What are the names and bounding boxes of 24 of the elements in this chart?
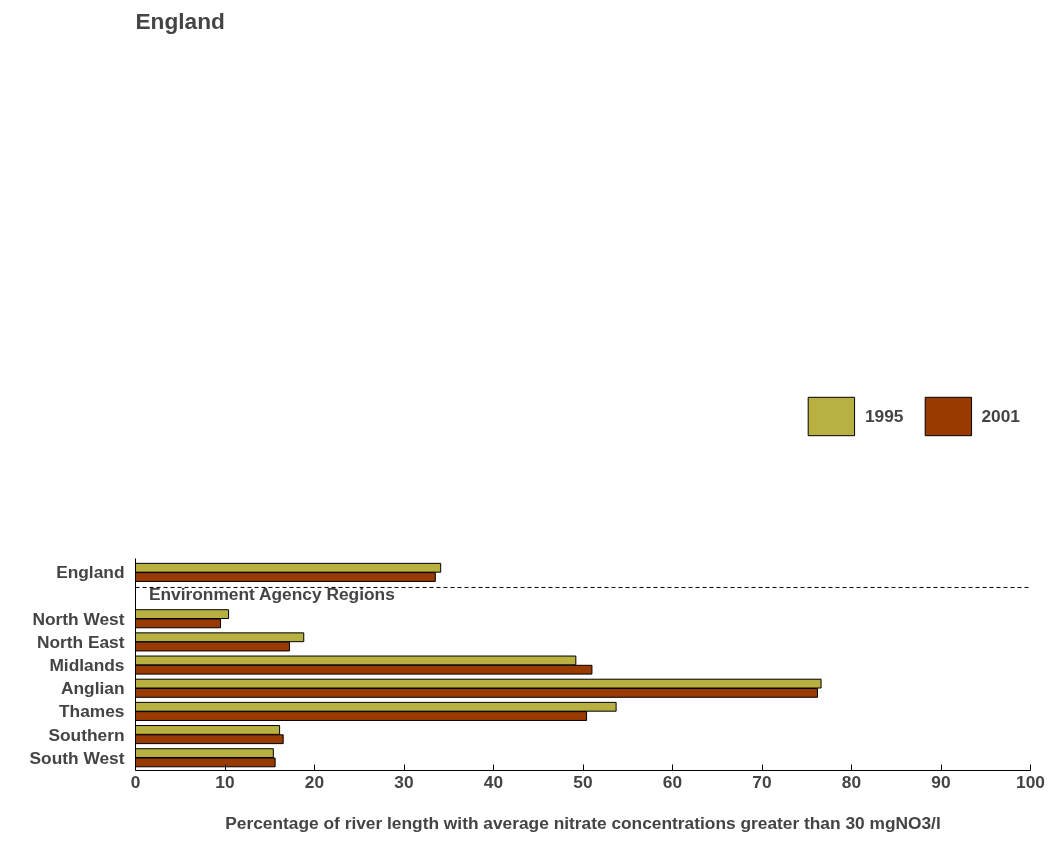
x-tick-label: 10: [215, 771, 235, 792]
x-tick-label: 100: [1016, 771, 1045, 792]
y-tick-label: Southern: [48, 724, 125, 745]
x-tick-label: 50: [573, 771, 593, 792]
x-tick-label: 80: [841, 771, 862, 792]
x-tick-label: 40: [483, 771, 504, 792]
y-tick-label: Midlands: [49, 655, 125, 676]
x-tick-label: 20: [304, 771, 325, 792]
chart-title: England: [135, 7, 225, 34]
y-tick-label: North East: [36, 631, 125, 652]
y-tick-label: Anglian: [60, 678, 125, 699]
x-tick-label: 60: [662, 771, 683, 792]
x-tick-label: 70: [752, 771, 772, 792]
y-tick-label: South West: [29, 747, 125, 768]
y-tick-label: Thames: [59, 701, 125, 722]
x-tick-label: 0: [130, 771, 141, 792]
y-tick-label: England: [56, 562, 125, 583]
x-tick-label: 90: [931, 771, 951, 792]
legend-label: 1995: [864, 405, 904, 427]
x-axis-title: Percentage of river length with average nitrate concentrations greater than 30 mgNO3/l: [225, 812, 941, 833]
annotation: Environment Agency Regions: [148, 584, 395, 605]
y-tick-label: North West: [32, 608, 125, 629]
legend-label: 2001: [981, 405, 1020, 427]
x-tick-label: 30: [394, 771, 414, 792]
